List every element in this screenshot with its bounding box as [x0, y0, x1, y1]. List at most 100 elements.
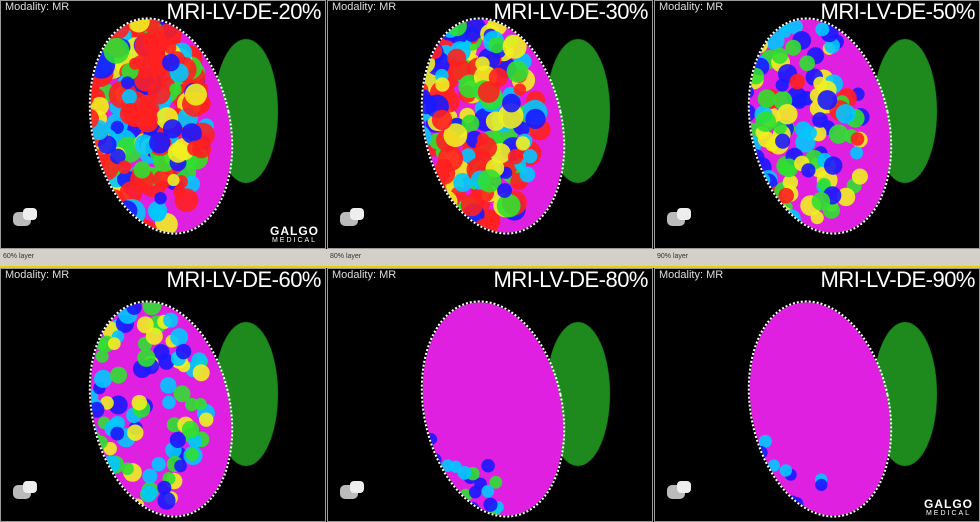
scar-blob [799, 55, 816, 72]
scar-blob [85, 195, 113, 223]
view-panel: Modality: MR MRI-LV-DE-60% [0, 268, 326, 522]
scar-blob [431, 109, 453, 131]
scar-blob [174, 188, 199, 213]
scar-blob [755, 111, 777, 132]
scar-blob [104, 14, 130, 40]
scar-blob [731, 99, 742, 112]
scar-blob [77, 420, 97, 440]
orientation-icon [23, 481, 37, 493]
scar-blob [502, 93, 521, 113]
scar-blob [835, 103, 856, 124]
scar-blob [131, 394, 148, 411]
heart-render [340, 300, 611, 521]
modality-label: Modality: MR [5, 269, 70, 281]
scar-blob [406, 145, 426, 165]
orientation-icon [23, 208, 37, 220]
scar-blob [810, 211, 824, 225]
panel-title: MRI-LV-DE-80% [493, 268, 649, 292]
heart-render [667, 17, 938, 235]
scar-blob [477, 169, 502, 193]
layer-label: 90% layer [657, 253, 689, 260]
scar-blob [92, 482, 109, 499]
modality-label: Modality: MR [332, 1, 397, 13]
heart-render [667, 300, 938, 521]
orientation-icon [350, 481, 364, 493]
scar-blob [433, 477, 447, 491]
scar-blob [147, 201, 168, 221]
scar-blob [173, 385, 191, 403]
scar-blob [185, 447, 199, 461]
scar-blob [174, 459, 187, 473]
scar-blob [441, 459, 454, 472]
scar-blob [110, 426, 125, 441]
scar-blob [447, 48, 467, 68]
outline [88, 300, 234, 518]
scar-blob [836, 187, 856, 207]
scar-blob [76, 68, 90, 81]
modality-label: Modality: MR [5, 1, 70, 13]
scar-blob [191, 139, 212, 159]
logo-sub: MEDICAL [925, 510, 972, 517]
scar-blob [446, 15, 467, 37]
scar-blob [72, 135, 92, 156]
scar-blob [453, 172, 473, 192]
heart-render [13, 296, 279, 519]
scar-blob [157, 491, 176, 510]
scar-blob [823, 156, 843, 175]
scar-blob [779, 158, 799, 178]
scar-blob [160, 377, 177, 394]
scar-blob [731, 129, 748, 146]
scar-blob [519, 166, 536, 183]
scar-blob [850, 146, 864, 160]
scar-blob [828, 124, 849, 144]
scar-blob [199, 412, 214, 427]
outline [747, 300, 893, 518]
scar-blob [782, 174, 799, 191]
scar-blob [515, 136, 531, 151]
scar-blob [129, 57, 142, 70]
scar-blob [737, 103, 756, 123]
scar-blob [410, 170, 434, 194]
scar-blob [757, 89, 777, 108]
scar-blob [477, 81, 500, 103]
scar-blob [157, 480, 172, 495]
scar-blob [81, 179, 95, 192]
scar-blob [181, 123, 202, 144]
scar-blob [731, 65, 752, 86]
scar-blob [443, 495, 457, 508]
scar-blob [477, 132, 490, 146]
panel-title: MRI-LV-DE-20% [166, 0, 322, 24]
scar-blob [409, 148, 426, 165]
scar-blob [735, 93, 750, 108]
scar-blob [801, 163, 816, 178]
scar-blob [404, 69, 424, 93]
layer-bar: 60% layer 80% layer 90% layer [0, 249, 980, 268]
scar-blob [76, 360, 92, 376]
scar-blob [778, 187, 794, 204]
scar-blob [813, 76, 828, 91]
scar-blob [472, 509, 486, 521]
scar-blob [110, 120, 124, 134]
heart-render [340, 15, 611, 242]
scar-blob [166, 417, 182, 433]
scar-blob [167, 173, 180, 187]
scar-blob [72, 139, 86, 161]
scar-blob [86, 457, 101, 472]
scar-blob [468, 485, 482, 499]
view-panel: Modality: MR MRI-LV-DE-30% [327, 0, 653, 249]
scar-blob [417, 94, 437, 115]
logo-name: GALGO [270, 224, 319, 238]
scar-blob [802, 125, 817, 141]
scar-blob [121, 462, 134, 476]
scar-blob [735, 119, 750, 134]
scar-blob [758, 434, 772, 448]
scar-blob [815, 22, 830, 37]
view-panel: Modality: MR MRI-LV-DE-80% [327, 268, 653, 522]
scar-blob [404, 116, 420, 141]
scar-blob [153, 169, 172, 189]
scar-blob [116, 200, 138, 222]
scar-blob [72, 417, 84, 433]
scar-blob [72, 432, 83, 446]
scar-blob [522, 148, 538, 164]
scar-blob [119, 103, 142, 126]
